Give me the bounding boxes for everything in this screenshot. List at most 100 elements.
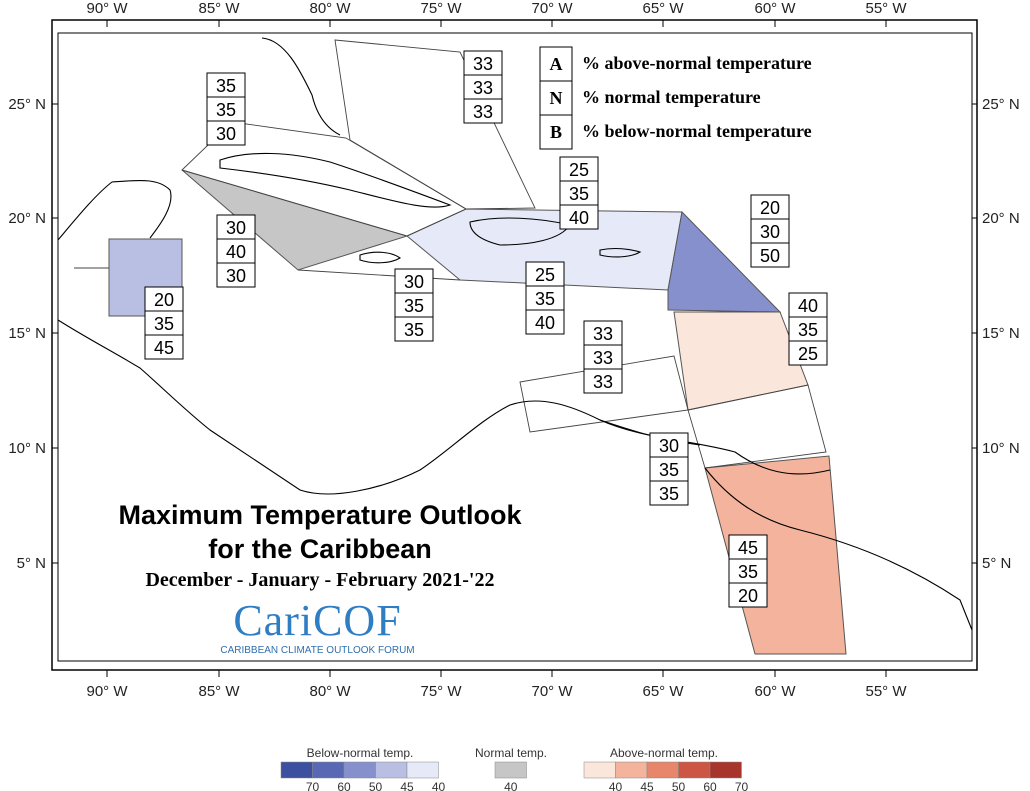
key-letter: A (550, 54, 563, 74)
hispaniola-outline (469, 217, 571, 246)
lon-tick-label: 70° W (531, 683, 573, 700)
forecast-value: 33 (593, 348, 613, 368)
lat-tick-label: 10° N (8, 440, 46, 457)
colorbar-swatch (709, 761, 742, 779)
forecast-value: 30 (226, 266, 246, 286)
lat-tick-label: 20° N (8, 210, 46, 227)
forecast-value: 20 (738, 586, 758, 606)
forecast-box: 30 40 30 (216, 214, 256, 288)
key-description: % normal temperature (582, 87, 761, 107)
forecast-cell (583, 320, 623, 346)
forecast-value: 45 (154, 338, 174, 358)
lon-labels-bottom: 90° W 85° W 80° W 75° W 70° W 65° W 60° W 55° W (86, 683, 907, 700)
forecast-cell (144, 310, 184, 336)
colorbar-title: Below-normal temp. (307, 746, 414, 760)
lon-tick-label: 80° W (309, 683, 351, 700)
forecast-box: 30 35 35 (649, 432, 689, 506)
lat-tick-label: 20° N (982, 210, 1020, 227)
key-description: % below-normal temperature (582, 121, 812, 141)
forecast-box: 20 35 45 (144, 286, 184, 360)
forecast-cell (750, 194, 790, 220)
colorbar-swatch (678, 761, 711, 779)
lon-tick-label: 65° W (642, 0, 684, 17)
florida-coast (261, 37, 341, 136)
forecast-cell (788, 316, 828, 342)
forecast-cell (394, 316, 434, 342)
forecast-box: 40 35 25 (788, 292, 828, 366)
forecast-box: 30 35 35 (394, 268, 434, 342)
colorbar-swatch (583, 761, 616, 779)
forecast-value: 30 (760, 222, 780, 242)
forecast-cell (525, 285, 565, 311)
region-trinidad (687, 384, 827, 469)
yucatan-coast (57, 179, 172, 241)
forecast-value: 35 (404, 320, 424, 340)
lon-tick-label: 85° W (198, 0, 240, 17)
lon-tick-label: 70° W (531, 0, 573, 17)
forecast-cell (728, 534, 768, 560)
lat-tick-label: 15° N (8, 325, 46, 342)
forecast-value: 40 (569, 208, 589, 228)
key-letter: N (550, 88, 563, 108)
colorbar-tick: 60 (703, 780, 717, 791)
map-inner-frame (57, 32, 973, 662)
forecast-value: 33 (473, 102, 493, 122)
region-leeward (667, 210, 782, 313)
forecast-cell (583, 344, 623, 370)
key-letter-box (539, 80, 573, 116)
forecast-cell (728, 558, 768, 584)
forecast-boxes: 35 35 30 33 33 33 25 35 40 30 40 30 20 30 50 30 35 35 25 35… (144, 50, 828, 608)
forecast-cell (788, 340, 828, 366)
cuba-outline (219, 152, 452, 208)
forecast-cell (583, 368, 623, 394)
forecast-value: 35 (569, 184, 589, 204)
colorbar-tick: 45 (640, 780, 654, 791)
forecast-box: 33 33 33 (463, 50, 503, 124)
coastlines (57, 37, 973, 631)
key-letter-box (539, 46, 573, 82)
forecast-value: 30 (659, 436, 679, 456)
forecast-value: 25 (569, 160, 589, 180)
forecast-value: 20 (760, 198, 780, 218)
lon-tick-label: 55° W (865, 683, 907, 700)
forecast-value: 35 (738, 562, 758, 582)
forecast-value: 35 (216, 100, 236, 120)
forecast-box: 25 35 40 (525, 261, 565, 335)
title-line-2: for the Caribbean (208, 534, 432, 564)
forecast-value: 35 (798, 320, 818, 340)
lat-labels-left: 25° N 20° N 15° N 10° N 5° N (8, 96, 58, 572)
central-america-coast (57, 319, 701, 495)
caricof-logo: CariCOF CARIBBEAN CLIMATE OUTLOOK FORUM (200, 595, 435, 659)
forecast-cell (788, 292, 828, 318)
forecast-value: 40 (798, 296, 818, 316)
forecast-value: 30 (404, 272, 424, 292)
lon-tick-label: 55° W (865, 0, 907, 17)
forecast-value: 33 (593, 324, 613, 344)
key-letter: B (550, 122, 562, 142)
lon-tick-label: 65° W (642, 683, 684, 700)
colorbar-tick: 40 (609, 780, 623, 791)
forecast-value: 33 (473, 78, 493, 98)
forecast-value: 35 (535, 289, 555, 309)
forecast-value: 30 (226, 218, 246, 238)
forecast-value: 33 (473, 54, 493, 74)
forecast-cell (463, 50, 503, 76)
forecast-value: 35 (216, 76, 236, 96)
region-bahamas (334, 39, 536, 210)
forecast-value: 25 (798, 344, 818, 364)
forecast-cell (525, 309, 565, 335)
forecast-value: 30 (216, 124, 236, 144)
lon-tick-label: 75° W (420, 683, 462, 700)
colorbar-tick: 60 (337, 780, 351, 791)
forecast-box: 35 35 30 (206, 72, 246, 146)
guianas-coast (704, 467, 973, 631)
forecast-cell (144, 334, 184, 360)
colorbar-swatch (615, 761, 648, 779)
colorbar-swatch (343, 761, 376, 779)
forecast-box: 25 35 40 (559, 156, 599, 230)
forecast-value: 33 (593, 372, 613, 392)
forecast-cell (216, 262, 256, 288)
key-description: % above-normal temperature (582, 53, 812, 73)
puerto-rico-outline (599, 247, 642, 258)
forecast-cell (559, 204, 599, 230)
